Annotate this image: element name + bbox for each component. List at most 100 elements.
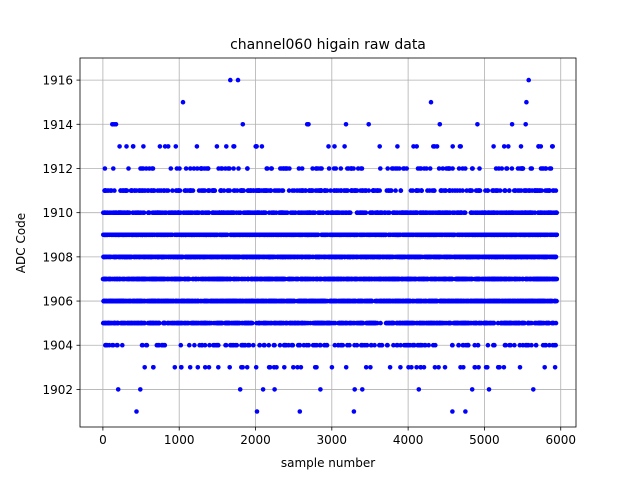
data-point (485, 277, 490, 282)
data-point (162, 321, 167, 326)
data-point (322, 255, 327, 260)
data-point (359, 233, 364, 238)
data-point (189, 233, 194, 238)
data-point (113, 299, 118, 304)
data-point (516, 321, 521, 326)
data-point (347, 343, 352, 348)
data-point (105, 255, 110, 260)
data-point (314, 321, 319, 326)
data-point (211, 299, 216, 304)
data-point (227, 365, 232, 370)
data-point (331, 321, 336, 326)
data-point (228, 299, 233, 304)
data-point (216, 343, 221, 348)
data-point (207, 343, 212, 348)
data-point (385, 299, 390, 304)
data-point (297, 343, 302, 348)
data-point (440, 321, 445, 326)
data-point (160, 343, 165, 348)
data-point (526, 321, 531, 326)
data-point (274, 277, 279, 282)
data-point (353, 233, 358, 238)
data-point (214, 233, 219, 238)
data-point (254, 277, 259, 282)
data-point (178, 255, 183, 260)
data-point (365, 255, 370, 260)
data-point (304, 233, 309, 238)
data-point (549, 233, 554, 238)
data-point (364, 277, 369, 282)
data-point (368, 365, 373, 370)
data-point (115, 277, 120, 282)
data-point (472, 343, 477, 348)
data-point (364, 365, 369, 370)
data-point (513, 299, 518, 304)
data-point (183, 255, 188, 260)
data-point (446, 321, 451, 326)
data-point (203, 365, 208, 370)
data-point (433, 299, 438, 304)
data-point (497, 299, 502, 304)
data-point (474, 255, 479, 260)
data-point (415, 299, 420, 304)
data-point (406, 365, 411, 370)
data-point (507, 343, 512, 348)
data-point (545, 233, 550, 238)
data-point (115, 343, 120, 348)
data-point (282, 277, 287, 282)
data-point (254, 365, 259, 370)
data-point (380, 255, 385, 260)
data-point (410, 233, 415, 238)
data-point (353, 277, 358, 282)
data-point (227, 255, 232, 260)
data-point (336, 277, 341, 282)
data-point (289, 343, 294, 348)
data-point (179, 365, 184, 370)
data-point (203, 343, 208, 348)
data-point (540, 255, 545, 260)
data-point (172, 255, 177, 260)
data-point (194, 233, 199, 238)
data-point (485, 365, 490, 370)
data-point (440, 233, 445, 238)
data-point (280, 255, 285, 260)
data-point (343, 233, 348, 238)
data-point (135, 277, 140, 282)
data-point (455, 299, 460, 304)
data-point (318, 299, 323, 304)
data-point (485, 299, 490, 304)
data-point (551, 343, 556, 348)
data-point (410, 321, 415, 326)
data-point (290, 255, 295, 260)
data-point (424, 321, 429, 326)
data-point (211, 277, 216, 282)
data-point (502, 365, 507, 370)
data-point (277, 233, 282, 238)
data-point (343, 277, 348, 282)
data-point (299, 365, 304, 370)
data-point (431, 343, 436, 348)
data-point (508, 277, 513, 282)
data-point (435, 255, 440, 260)
data-point (111, 255, 116, 260)
data-point (215, 321, 220, 326)
data-point (446, 299, 451, 304)
data-point (167, 277, 172, 282)
data-point (203, 255, 208, 260)
data-point (158, 299, 163, 304)
data-point (503, 321, 508, 326)
data-point (265, 277, 270, 282)
data-point (491, 299, 496, 304)
data-point (238, 299, 243, 304)
data-point (232, 255, 237, 260)
data-point (271, 255, 276, 260)
data-point (376, 255, 381, 260)
data-point (427, 233, 432, 238)
data-point (179, 343, 184, 348)
data-point (123, 233, 128, 238)
data-point (485, 255, 490, 260)
data-point (151, 365, 156, 370)
data-point (156, 321, 161, 326)
data-point (356, 299, 361, 304)
